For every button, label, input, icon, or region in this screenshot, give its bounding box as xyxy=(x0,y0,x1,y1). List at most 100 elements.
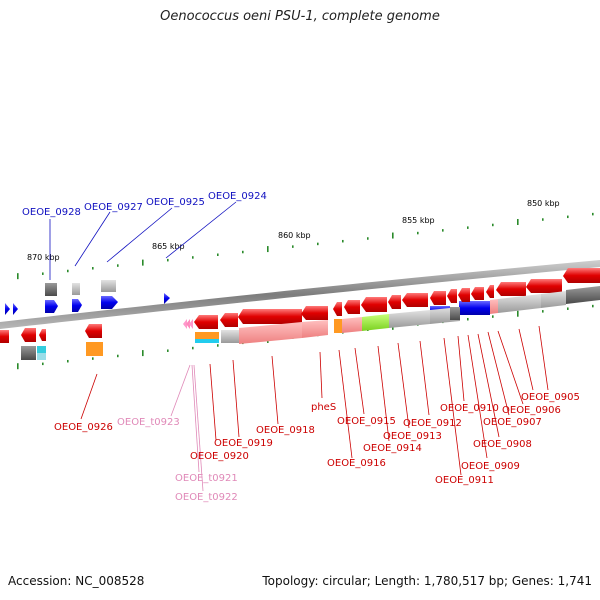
trna-oeoe-t0921[interactable] xyxy=(186,319,190,329)
gene-oeoe-0906[interactable] xyxy=(496,282,526,296)
bar-dark-0910 xyxy=(450,307,460,320)
scale-tick xyxy=(292,245,294,248)
scale-tick xyxy=(42,272,44,275)
gene-oeoe-0907[interactable] xyxy=(486,285,494,298)
gene-gray-fwd-2[interactable] xyxy=(72,283,80,295)
label-oeoe-0905[interactable]: OEOE_0905 xyxy=(521,392,580,403)
scale-tick xyxy=(17,363,19,370)
gene-oeoe-0918[interactable] xyxy=(238,309,302,324)
label-oeoe-t0921[interactable]: OEOE_t0921 xyxy=(175,473,238,484)
bar-pink-0908 xyxy=(490,299,498,314)
gene-oeoe-0905[interactable] xyxy=(526,279,562,293)
scale-tick xyxy=(542,310,544,313)
gene-oeoe-0913[interactable] xyxy=(388,295,401,309)
scale-tick xyxy=(192,346,194,350)
accession-label: Accession: NC_008528 xyxy=(8,574,145,588)
scale-tick xyxy=(592,304,594,308)
scale-tick xyxy=(467,317,469,321)
label-oeoe-0906[interactable]: OEOE_0906 xyxy=(502,405,561,416)
gene-left-red[interactable] xyxy=(0,330,9,343)
bar-gray-0919 xyxy=(221,330,239,343)
scale-tick xyxy=(217,253,219,256)
gene-oeoe-0928[interactable] xyxy=(45,300,58,313)
gene-gray-fwd-1[interactable] xyxy=(45,283,57,296)
label-oeoe-0924[interactable]: OEOE_0924 xyxy=(208,191,267,202)
label-oeoe-0910[interactable]: OEOE_0910 xyxy=(440,403,499,414)
label-oeoe-0907[interactable]: OEOE_0907 xyxy=(483,417,542,428)
label-oeoe-0919[interactable]: OEOE_0919 xyxy=(214,438,273,449)
gene-oeoe-0924[interactable] xyxy=(164,293,170,304)
gene-oeoe-0910[interactable] xyxy=(447,289,457,303)
scale-tick xyxy=(267,246,269,253)
label-oeoe-0911[interactable]: OEOE_0911 xyxy=(435,475,494,486)
scale-tick xyxy=(217,344,219,347)
scale-tick xyxy=(417,231,419,235)
bar-gray-0906 xyxy=(498,294,541,313)
gene-phes[interactable] xyxy=(301,306,328,320)
label-oeoe-t0922[interactable]: OEOE_t0922 xyxy=(175,492,238,503)
trna-oeoe-t0922[interactable] xyxy=(189,319,193,329)
label-oeoe-0920[interactable]: OEOE_0920 xyxy=(190,451,249,462)
gene-oeoe-0912[interactable] xyxy=(402,293,428,307)
bar-green-0914 xyxy=(362,314,389,331)
scale-label-865: 865 kbp xyxy=(152,242,185,251)
genome-backbone xyxy=(0,260,600,329)
label-oeoe-0918[interactable]: OEOE_0918 xyxy=(256,425,315,436)
gene-labels-blue: OEOE_0928 OEOE_0927 OEOE_0925 OEOE_0924 xyxy=(22,191,267,218)
gene-left-1[interactable] xyxy=(5,303,10,315)
bar-orange-0920 xyxy=(195,332,219,339)
label-oeoe-0926[interactable]: OEOE_0926 xyxy=(54,422,113,433)
scale-tick xyxy=(517,218,519,225)
label-oeoe-0913[interactable]: OEOE_0913 xyxy=(383,431,442,442)
bar-pink-phes xyxy=(302,320,328,338)
label-oeoe-0908[interactable]: OEOE_0908 xyxy=(473,439,532,450)
label-oeoe-0927[interactable]: OEOE_0927 xyxy=(84,202,143,213)
gene-oeoe-0920[interactable] xyxy=(194,315,218,329)
gene-labels-pink: OEOE_t0923 OEOE_t0921 OEOE_t0922 xyxy=(117,417,238,503)
gene-left-2[interactable] xyxy=(13,303,18,315)
label-oeoe-0915[interactable]: OEOE_0915 xyxy=(337,416,396,427)
label-oeoe-t0923[interactable]: OEOE_t0923 xyxy=(117,417,180,428)
gene-oeoe-0909[interactable] xyxy=(458,288,470,302)
scale-tick xyxy=(67,359,69,363)
scale-tick xyxy=(442,229,444,232)
gene-oeoe-0919[interactable] xyxy=(220,313,238,327)
gene-left-red-2[interactable] xyxy=(21,328,36,342)
gene-oeoe-0927[interactable] xyxy=(72,299,82,312)
scale-tick xyxy=(467,226,469,229)
bar-cyan-0920 xyxy=(195,339,219,343)
gene-oeoe-0916[interactable] xyxy=(333,302,342,316)
label-oeoe-0912[interactable]: OEOE_0912 xyxy=(403,418,462,429)
gene-oeoe-0911[interactable] xyxy=(430,291,446,305)
scale-tick xyxy=(167,258,169,262)
scale-tick xyxy=(517,310,519,317)
gene-left-red-3[interactable] xyxy=(39,329,46,341)
scale-tick xyxy=(567,307,569,310)
scale-tick xyxy=(317,242,319,246)
scale-tick xyxy=(542,218,544,221)
label-oeoe-0925[interactable]: OEOE_0925 xyxy=(146,197,205,208)
bar-left-gray xyxy=(21,346,36,360)
gene-oeoe-0915[interactable] xyxy=(344,300,360,314)
leader-lines xyxy=(49,201,549,492)
gene-oeoe-0914[interactable] xyxy=(361,297,387,312)
label-oeoe-0914[interactable]: OEOE_0914 xyxy=(363,443,422,454)
label-oeoe-0928[interactable]: OEOE_0928 xyxy=(22,207,81,218)
gene-gray-fwd-3[interactable] xyxy=(101,280,116,292)
topology-label: Topology: circular; Length: 1,780,517 bp… xyxy=(262,574,592,588)
label-oeoe-0909[interactable]: OEOE_0909 xyxy=(461,461,520,472)
bar-gray-0913 xyxy=(389,310,430,328)
bar-left-cyan-2 xyxy=(37,353,46,360)
label-phes[interactable]: pheS xyxy=(311,402,336,413)
gene-oeoe-0925[interactable] xyxy=(101,296,118,309)
trna-genes xyxy=(183,319,193,329)
gene-right-red[interactable] xyxy=(563,268,600,283)
map-title: Oenococcus oeni PSU-1, complete genome xyxy=(160,9,440,24)
gene-oeoe-0908[interactable] xyxy=(471,287,484,300)
trna-oeoe-t0923[interactable] xyxy=(183,319,187,329)
gene-blue-fwd-b[interactable] xyxy=(459,301,490,315)
scale-label-860: 860 kbp xyxy=(278,231,311,240)
scale-tick xyxy=(167,349,169,352)
label-oeoe-0916[interactable]: OEOE_0916 xyxy=(327,458,386,469)
gene-oeoe-0926[interactable] xyxy=(85,324,102,338)
